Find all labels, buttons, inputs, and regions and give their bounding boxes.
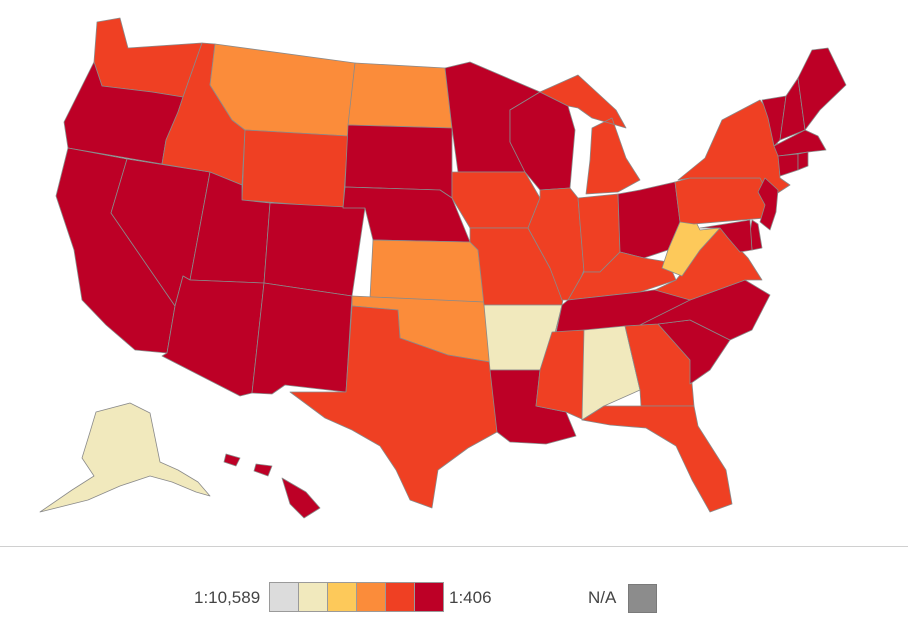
state-me[interactable]	[797, 47, 847, 131]
legend-swatch-4	[385, 582, 415, 612]
state-wy[interactable]	[241, 129, 349, 209]
state-ak[interactable]	[39, 402, 211, 513]
state-fl[interactable]	[581, 405, 733, 513]
state-vt[interactable]	[761, 95, 787, 147]
divider	[0, 546, 908, 547]
legend-swatches	[269, 582, 444, 612]
legend-swatch-1	[298, 582, 328, 612]
legend-max-label: 1:406	[449, 588, 492, 607]
state-al[interactable]	[581, 325, 641, 421]
state-co[interactable]	[263, 202, 366, 297]
state-mi[interactable]	[539, 74, 641, 195]
state-ct[interactable]	[777, 153, 799, 177]
legend-swatch-5	[414, 582, 444, 612]
legend-na-label: N/A	[588, 588, 617, 607]
state-nj[interactable]	[757, 177, 779, 231]
us-choropleth-map	[39, 17, 847, 519]
state-md[interactable]	[699, 219, 753, 253]
state-ri[interactable]	[797, 151, 809, 171]
legend-swatch-0	[269, 582, 299, 612]
legend-na-swatch	[628, 584, 657, 613]
state-ks[interactable]	[369, 239, 485, 303]
state-pa[interactable]	[674, 177, 773, 225]
state-hi[interactable]	[223, 453, 321, 519]
state-il[interactable]	[527, 187, 585, 301]
state-sd[interactable]	[344, 124, 453, 199]
state-tx[interactable]	[289, 305, 498, 509]
state-nd[interactable]	[347, 62, 453, 129]
state-nm[interactable]	[251, 282, 353, 395]
legend-swatch-3	[356, 582, 386, 612]
state-wa[interactable]	[93, 17, 203, 98]
legend: 1:10,589 1:406 N/A	[0, 580, 908, 616]
legend-swatch-2	[327, 582, 357, 612]
state-ia[interactable]	[451, 171, 541, 229]
legend-min-label: 1:10,589	[194, 588, 261, 607]
